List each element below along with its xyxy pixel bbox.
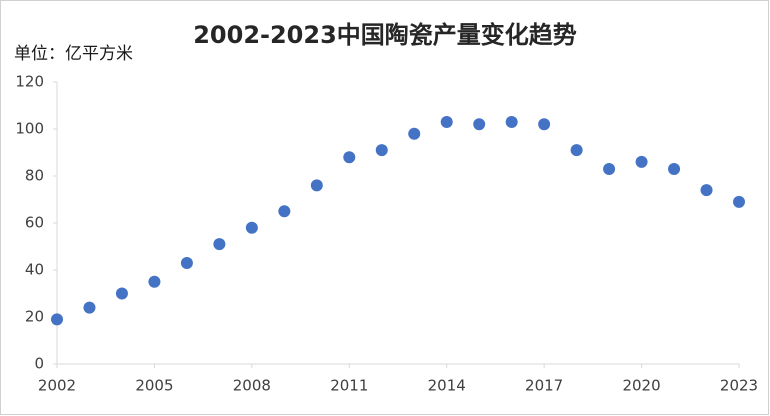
y-tick-label: 120 [15, 73, 44, 91]
data-point [538, 118, 551, 131]
data-point [570, 144, 583, 157]
x-tick-label: 2014 [428, 377, 466, 395]
data-point [148, 275, 161, 288]
data-point [603, 162, 616, 175]
x-tick-label: 2017 [525, 377, 563, 395]
data-point [180, 256, 193, 269]
x-tick-label: 2011 [330, 377, 368, 395]
data-point [51, 313, 63, 326]
data-point [700, 184, 713, 197]
data-point [505, 115, 518, 128]
data-point [733, 195, 745, 208]
y-tick-label: 20 [25, 308, 44, 326]
data-point [473, 118, 486, 131]
data-point [245, 221, 258, 234]
x-tick-label: 2002 [38, 377, 76, 395]
y-tick-label: 80 [25, 167, 44, 185]
y-tick-label: 0 [34, 355, 44, 373]
x-tick-label: 2005 [135, 377, 173, 395]
data-point [668, 162, 681, 175]
data-point [440, 115, 453, 128]
chart-title: 2002-2023中国陶瓷产量变化趋势 [193, 21, 577, 49]
y-axis-label: 单位：亿平方米 [14, 44, 133, 64]
x-tick-label: 2023 [720, 377, 758, 395]
data-point [635, 155, 648, 168]
data-point [310, 179, 323, 192]
y-tick-label: 60 [25, 214, 44, 232]
data-point [278, 205, 291, 218]
y-tick-label: 100 [15, 120, 44, 138]
data-point [213, 238, 226, 251]
data-point [343, 151, 356, 164]
data-point [408, 127, 421, 140]
data-point [83, 301, 96, 314]
data-point [115, 287, 128, 300]
data-point [375, 144, 388, 157]
y-tick-label: 40 [25, 261, 44, 279]
x-tick-label: 2008 [233, 377, 271, 395]
x-tick-label: 2020 [622, 377, 660, 395]
